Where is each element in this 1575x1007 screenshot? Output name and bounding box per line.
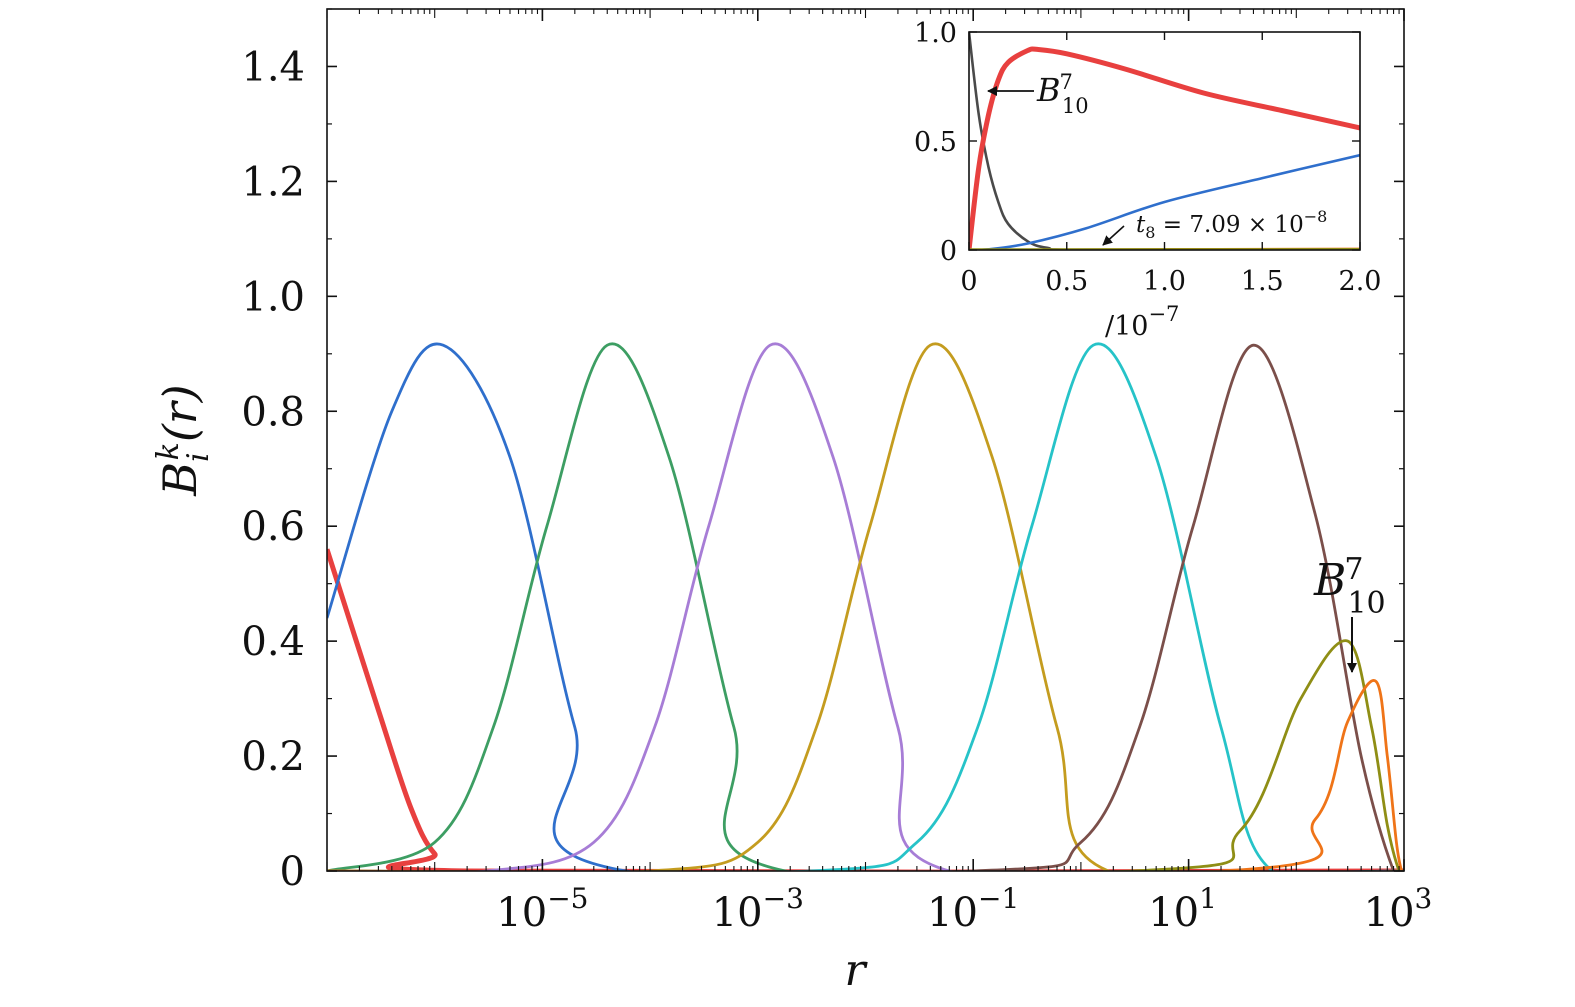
y-tick-label-3: 0.6	[241, 504, 305, 550]
inset-x-tick-label-4: 2.0	[1339, 266, 1382, 297]
main-series-line-1	[327, 548, 1404, 871]
inset-xlabel-base: /10	[1105, 311, 1148, 342]
inset-t8-arrow	[1102, 225, 1125, 246]
y-tick-label-2: 0.4	[241, 619, 305, 665]
inset-annotation-t8: t8 = 7.09 × 10−8	[1102, 207, 1327, 246]
annotation-sub: 10	[1347, 586, 1385, 621]
y-tick-label-4: 0.8	[241, 389, 305, 435]
y-tick-label-1: 0.2	[241, 734, 305, 780]
t8-exp: −8	[1304, 207, 1328, 226]
ylabel-arg: (r)	[153, 384, 207, 442]
inset-annotation-b10-7: B7 10	[987, 70, 1089, 118]
y-tick-label-5: 1.0	[241, 274, 305, 320]
main-plot: 00.20.40.60.81.01.21.4 10−5 10−3 10−1 101 10…	[151, 8, 1432, 996]
inset-series-line-1	[969, 32, 1360, 250]
x-tick-label-0: 10−5	[496, 882, 588, 936]
x-tick-label-3: 101	[1148, 882, 1217, 936]
svg-text:Bik(r): Bik(r)	[151, 384, 216, 497]
inset-x-tick-label-0: 0	[960, 266, 977, 297]
inset-x-axis-label: /10−7	[1105, 302, 1179, 342]
main-series-line-9	[327, 679, 1404, 871]
inset-annotation-base: B	[1036, 71, 1061, 109]
inset-x-axis: 0 0.5 1.0 1.5 2.0	[960, 32, 1381, 297]
inset-plot: 0 0.5 1.0 0 0.5 1.0 1.5 2.0 /10−7 B7 10 t8 = 7.…	[914, 18, 1381, 342]
inset-y-axis: 0 0.5 1.0	[914, 18, 1360, 267]
inset-x-tick-label-2: 1.0	[1143, 266, 1186, 297]
inset-y-tick-label-2: 1.0	[914, 18, 957, 49]
ylabel-sup: k	[151, 442, 186, 460]
main-series-line-2	[327, 342, 1404, 871]
y-tick-label-6: 1.2	[241, 159, 305, 205]
inset-xlabel-exp: −7	[1148, 302, 1179, 326]
inset-annotation-sub: 10	[1062, 94, 1089, 118]
t8-value: = 7.09 × 10	[1155, 212, 1303, 238]
annotation-sup: 7	[1344, 552, 1363, 587]
inset-x-tick-label-1: 0.5	[1045, 266, 1088, 297]
main-series-line-6	[327, 342, 1404, 871]
t8-symbol: t	[1136, 212, 1146, 238]
main-x-axis-label: r	[844, 945, 868, 996]
svg-text:t8 = 7.09 × 10−8: t8 = 7.09 × 10−8	[1136, 207, 1327, 242]
x-tick-label-4: 103	[1364, 882, 1433, 936]
main-annotation-b10-7: B7 10	[1313, 552, 1386, 673]
main-series-line-3	[327, 342, 1404, 871]
inset-background	[969, 32, 1360, 250]
inset-x-tick-label-3: 1.5	[1241, 266, 1284, 297]
main-y-axis: 0 0.2 0.4 0.6 0.8 1.0 1.2 1.4	[241, 8, 1404, 895]
x-tick-label-1: 10−3	[712, 882, 804, 936]
main-series-line-7	[327, 343, 1404, 871]
main-x-axis: 10−5 10−3 10−1 101 103	[496, 9, 1432, 936]
inset-annotation-sup: 7	[1060, 70, 1073, 94]
inset-y-tick-label-0: 0	[940, 236, 957, 267]
x-tick-label-2: 10−1	[927, 882, 1019, 936]
ylabel-base: B	[153, 462, 207, 497]
inset-series-line-2	[969, 46, 1360, 250]
main-series-group	[327, 342, 1404, 871]
main-minor-ticks	[326, 9, 1400, 871]
t8-sub: 8	[1145, 223, 1155, 242]
y-tick-label-7: 1.4	[241, 44, 305, 90]
main-series-line-8	[327, 639, 1404, 871]
main-plot-frame	[326, 8, 1405, 872]
annotation-base: B	[1313, 555, 1346, 606]
main-y-axis-label: Bik(r)	[151, 384, 216, 497]
ylabel-sub: i	[181, 452, 216, 462]
inset-y-tick-label-1: 0.5	[914, 127, 957, 158]
main-series-line-4	[327, 342, 1404, 871]
main-series-line-5	[327, 342, 1404, 871]
y-tick-label-0: 0	[280, 849, 305, 895]
